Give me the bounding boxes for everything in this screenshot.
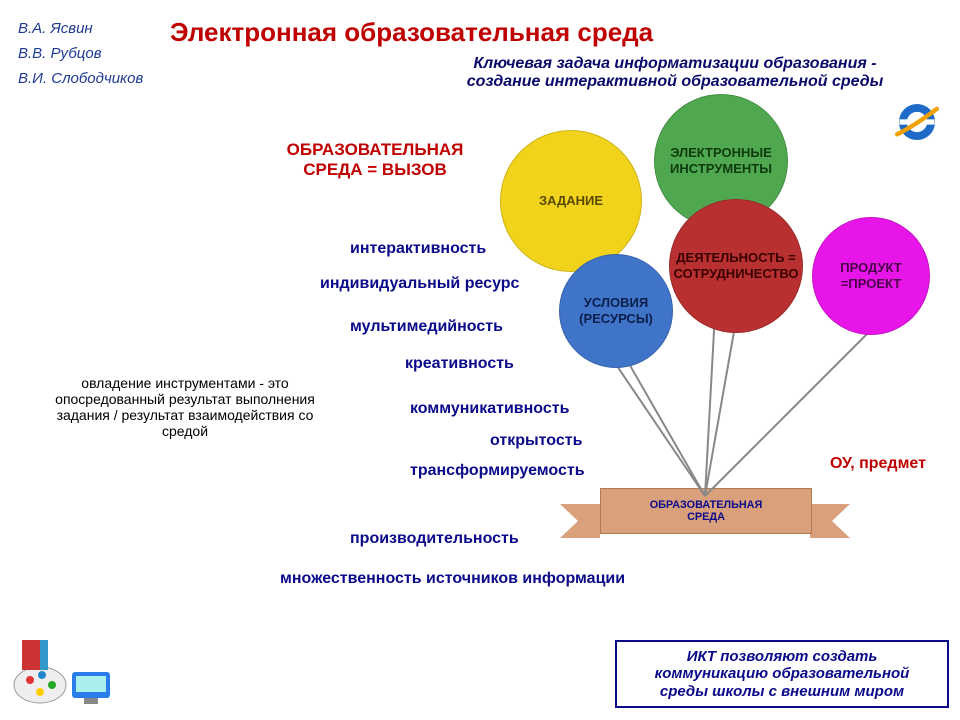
ribbon-tail-right: [810, 504, 850, 538]
circle-tools-label: ЭЛЕКТРОННЫЕ ИНСТРУМЕНТЫ: [655, 145, 787, 176]
note-left-l1: овладение инструментами - это: [35, 375, 335, 391]
feature-4: коммуникативность: [410, 400, 569, 418]
ribbon-tail-left: [560, 504, 600, 538]
circle-conditions: УСЛОВИЯ (РЕСУРСЫ): [559, 254, 673, 368]
circle-task-label: ЗАДАНИЕ: [533, 193, 609, 209]
subtitle-line2: создание интерактивной образовательной с…: [440, 73, 910, 91]
circle-activity-label: ДЕЯТЕЛЬНОСТЬ = СОТРУДНИЧЕСТВО: [668, 250, 805, 281]
subtitle: Ключевая задача информатизации образован…: [440, 55, 910, 92]
feature-2: мультимедийность: [350, 318, 503, 336]
feature-8: множественность источников информации: [280, 570, 660, 588]
footer-ict-box: ИКТ позволяют создать коммуникацию образ…: [615, 640, 949, 708]
subtitle-line1: Ключевая задача информатизации образован…: [440, 55, 910, 73]
note-left-l2: опосредованный результат выполнения: [35, 391, 335, 407]
feature-5: открытость: [490, 432, 582, 450]
footer-l1: ИКТ позволяют создать: [617, 648, 947, 665]
footer-l3: среды школы с внешним миром: [617, 683, 947, 700]
feature-3: креативность: [405, 355, 514, 373]
page-title: Электронная образовательная среда: [170, 18, 653, 48]
ie-icon: [895, 100, 939, 144]
ribbon-l1: ОБРАЗОВАТЕЛЬНАЯ: [650, 499, 763, 511]
note-left-l4: средой: [35, 423, 335, 439]
feature-0: интерактивность: [350, 240, 486, 258]
author-0: В.А. Ясвин: [18, 20, 93, 37]
circle-activity: ДЕЯТЕЛЬНОСТЬ = СОТРУДНИЧЕСТВО: [669, 199, 803, 333]
circle-conditions-label: УСЛОВИЯ (РЕСУРСЫ): [560, 295, 672, 326]
feature-1: индивидуальный ресурс: [320, 275, 519, 293]
footer-l2: коммуникацию образовательной: [617, 665, 947, 682]
author-1: В.В. Рубцов: [18, 45, 102, 62]
callout-line2: СРЕДА = ВЫЗОВ: [260, 160, 490, 180]
corner-art-icon: [10, 630, 120, 710]
note-left: овладение инструментами - это опосредова…: [35, 375, 335, 439]
note-left-l3: задания / результат взаимодействия со: [35, 407, 335, 423]
label-ou-subject: ОУ, предмет: [830, 455, 926, 473]
callout-challenge: ОБРАЗОВАТЕЛЬНАЯ СРЕДА = ВЫЗОВ: [260, 140, 490, 179]
feature-6: трансформируемость: [410, 462, 585, 480]
balloon-string-4: [614, 362, 706, 496]
feature-7: производительность: [350, 530, 519, 548]
ribbon-l2: СРЕДА: [650, 511, 763, 523]
callout-line1: ОБРАЗОВАТЕЛЬНАЯ: [260, 140, 490, 160]
author-2: В.И. Слободчиков: [18, 70, 143, 87]
circle-task: ЗАДАНИЕ: [500, 130, 642, 272]
circle-product-label: ПРОДУКТ =ПРОЕКТ: [813, 260, 929, 291]
circle-product: ПРОДУКТ =ПРОЕКТ: [812, 217, 930, 335]
